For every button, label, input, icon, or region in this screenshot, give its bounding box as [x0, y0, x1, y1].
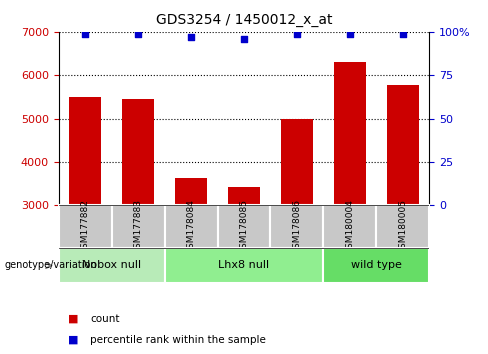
Text: Nobox null: Nobox null	[82, 261, 141, 270]
Bar	[387, 85, 419, 205]
Text: GSM178084: GSM178084	[186, 199, 196, 254]
Point	[240, 36, 248, 42]
Bar	[122, 99, 154, 205]
Bar	[324, 205, 376, 248]
Title: GDS3254 / 1450012_x_at: GDS3254 / 1450012_x_at	[156, 13, 332, 27]
Text: count: count	[90, 314, 120, 324]
Bar	[69, 97, 101, 205]
Point	[346, 31, 354, 36]
Bar	[218, 205, 270, 248]
Text: percentile rank within the sample: percentile rank within the sample	[90, 335, 266, 345]
Bar	[59, 205, 112, 248]
Text: GSM180004: GSM180004	[346, 199, 354, 254]
Bar	[324, 248, 429, 283]
Text: GSM178086: GSM178086	[292, 199, 302, 254]
Point	[134, 31, 142, 36]
Bar	[270, 205, 324, 248]
Text: Lhx8 null: Lhx8 null	[219, 261, 269, 270]
Text: GSM177883: GSM177883	[134, 199, 142, 254]
Text: ■: ■	[68, 335, 82, 345]
Point	[399, 31, 407, 36]
Point	[293, 31, 301, 36]
Bar	[164, 205, 218, 248]
Text: GSM178085: GSM178085	[240, 199, 248, 254]
Bar	[112, 205, 164, 248]
Point	[187, 34, 195, 40]
Bar	[228, 187, 260, 205]
Text: GSM180005: GSM180005	[398, 199, 407, 254]
Bar	[164, 248, 324, 283]
Bar	[281, 119, 313, 205]
Text: GSM177882: GSM177882	[81, 199, 90, 254]
Bar	[175, 178, 207, 205]
Point	[81, 31, 89, 36]
Bar	[376, 205, 429, 248]
Text: ■: ■	[68, 314, 82, 324]
Text: wild type: wild type	[351, 261, 402, 270]
Text: genotype/variation: genotype/variation	[5, 261, 98, 270]
Bar	[334, 62, 366, 205]
Bar	[59, 248, 164, 283]
